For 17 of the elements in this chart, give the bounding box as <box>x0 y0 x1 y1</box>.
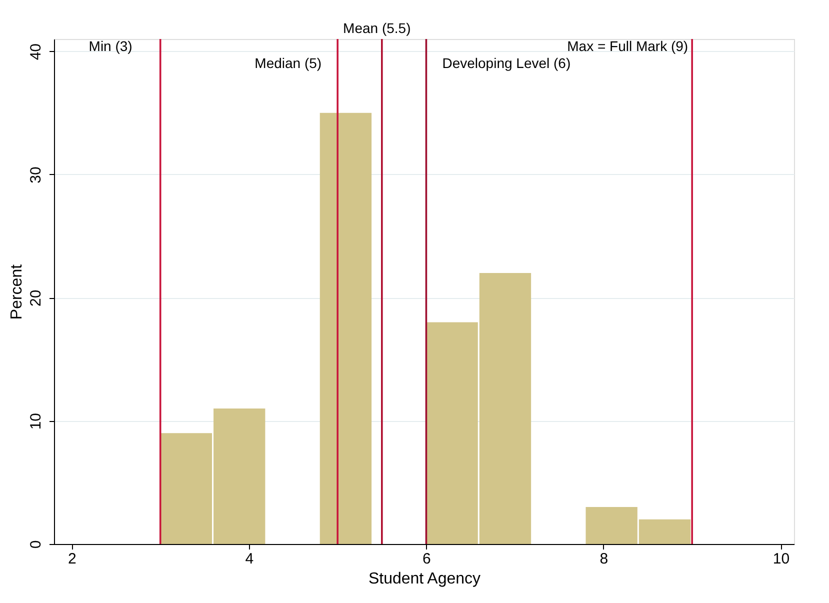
x-tick-label: 2 <box>68 550 76 568</box>
x-tick-label: 4 <box>245 550 254 568</box>
ref-line-label: Developing Level (6) <box>442 55 571 71</box>
ref-line-label: Median (5) <box>254 55 322 71</box>
y-tick-label: 30 <box>28 166 44 184</box>
ref-line-label: Mean (5.5) <box>343 20 411 36</box>
ref-line-label: Min (3) <box>88 38 132 54</box>
y-axis-title: Percent <box>8 264 26 320</box>
x-tick-label: 10 <box>772 550 790 568</box>
x-tick-label: 8 <box>600 550 608 568</box>
y-tick-label: 10 <box>28 412 44 430</box>
y-tick-label: 0 <box>28 540 44 549</box>
x-tick-label: 6 <box>422 550 431 568</box>
x-axis-title: Student Agency <box>368 570 481 588</box>
y-tick-label: 40 <box>28 43 44 60</box>
y-tick-label: 20 <box>28 290 44 306</box>
ref-line-label: Max = Full Mark (9) <box>567 38 688 54</box>
